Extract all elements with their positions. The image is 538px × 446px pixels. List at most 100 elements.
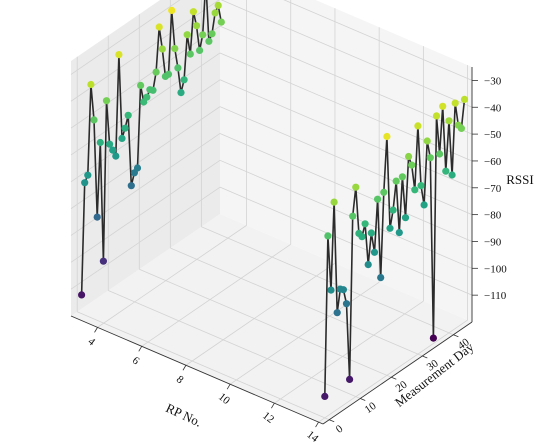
y-tick	[422, 355, 428, 359]
x-tick-label: 4	[86, 336, 98, 349]
data-point	[324, 232, 332, 240]
data-point	[333, 309, 341, 317]
y-tick	[360, 398, 366, 401]
gridline-y-floor	[77, 311, 330, 421]
data-point	[460, 95, 469, 103]
data-point	[106, 140, 114, 148]
data-point	[137, 81, 145, 89]
x-tick-label: 10	[216, 391, 232, 408]
data-point	[211, 9, 219, 17]
data-point	[377, 274, 385, 282]
x-tick	[226, 384, 231, 390]
data-point	[164, 70, 173, 78]
x-tick	[94, 327, 98, 333]
y-axis-line	[322, 321, 473, 425]
z-tick-label: −40	[484, 102, 502, 114]
data-point	[99, 257, 107, 265]
data-point	[189, 8, 197, 16]
data-point	[361, 220, 369, 228]
data-point	[78, 291, 86, 299]
gridline-y-floor	[108, 290, 361, 399]
data-point	[380, 188, 388, 196]
x-tick	[182, 365, 187, 371]
data-point	[429, 334, 437, 342]
z-axis-ticks: −30 −40 −50 −60 −70 −80 −90 −100 −110	[472, 75, 507, 302]
gridline-z-back	[219, 159, 473, 269]
gridline-z-wall	[70, 186, 221, 290]
data-point	[411, 186, 419, 194]
z-axis-label: RSSI	[506, 172, 533, 187]
data-point	[199, 31, 207, 39]
data-point	[436, 150, 444, 158]
z-tick-label: −50	[484, 129, 502, 141]
data-point	[398, 173, 406, 181]
data-point	[445, 117, 453, 125]
z-tick-label: −90	[484, 236, 502, 248]
data-point	[102, 97, 111, 105]
data-point	[364, 261, 372, 269]
data-point	[124, 111, 132, 119]
gridline-x-floor	[318, 319, 468, 423]
z-tick-label: −70	[484, 183, 502, 195]
series-layer	[78, 0, 469, 400]
data-point	[395, 229, 403, 237]
data-point	[192, 22, 201, 30]
data-point	[112, 152, 120, 160]
data-point	[205, 37, 213, 45]
data-point	[457, 124, 465, 132]
series-2	[321, 95, 469, 400]
data-point	[155, 23, 163, 31]
floor-pane	[71, 214, 472, 424]
data-point	[405, 152, 413, 161]
data-point	[174, 64, 182, 72]
data-point	[426, 154, 434, 162]
data-point	[370, 248, 379, 256]
series-1	[78, 0, 225, 299]
data-point	[152, 68, 160, 76]
data-point	[84, 171, 92, 179]
data-point	[451, 99, 459, 107]
data-point	[208, 30, 216, 38]
data-point	[358, 233, 366, 241]
gridline-z-back	[219, 133, 473, 242]
data-point	[183, 31, 191, 39]
data-point	[342, 300, 351, 308]
data-point	[386, 224, 394, 232]
x-tick-label: 6	[130, 355, 142, 368]
data-point	[158, 45, 166, 53]
series-line	[324, 99, 466, 397]
data-point	[180, 76, 188, 84]
x-axis-line	[70, 315, 324, 425]
data-point	[171, 45, 179, 53]
gridline-z-wall	[70, 25, 221, 129]
data-point	[121, 124, 129, 132]
data-point	[367, 229, 375, 237]
z-tick-label: −80	[484, 210, 502, 222]
data-point	[217, 18, 225, 26]
data-point	[408, 161, 416, 169]
data-point	[352, 183, 360, 191]
data-point	[149, 86, 157, 94]
data-point	[374, 195, 382, 203]
data-point	[96, 138, 104, 147]
x-tick	[271, 402, 275, 409]
y-tick	[329, 419, 335, 423]
data-point	[414, 122, 422, 130]
data-point	[196, 46, 204, 55]
data-point	[432, 112, 441, 120]
data-point	[349, 212, 357, 220]
gridline-x-floor	[141, 243, 291, 347]
data-point	[383, 132, 391, 141]
y-tick-label: 0	[334, 423, 346, 436]
y-tick-label: 10	[363, 400, 379, 416]
x-axis-label: RP No.	[164, 400, 205, 430]
z-tick-label: −60	[484, 156, 502, 168]
gridline-z-wall	[70, 159, 221, 263]
data-point	[392, 177, 400, 185]
data-point	[401, 214, 410, 222]
x-tick-label: 8	[174, 373, 186, 386]
data-point	[346, 375, 354, 383]
data-point	[81, 179, 89, 187]
data-point	[214, 1, 222, 9]
data-point	[417, 182, 425, 190]
